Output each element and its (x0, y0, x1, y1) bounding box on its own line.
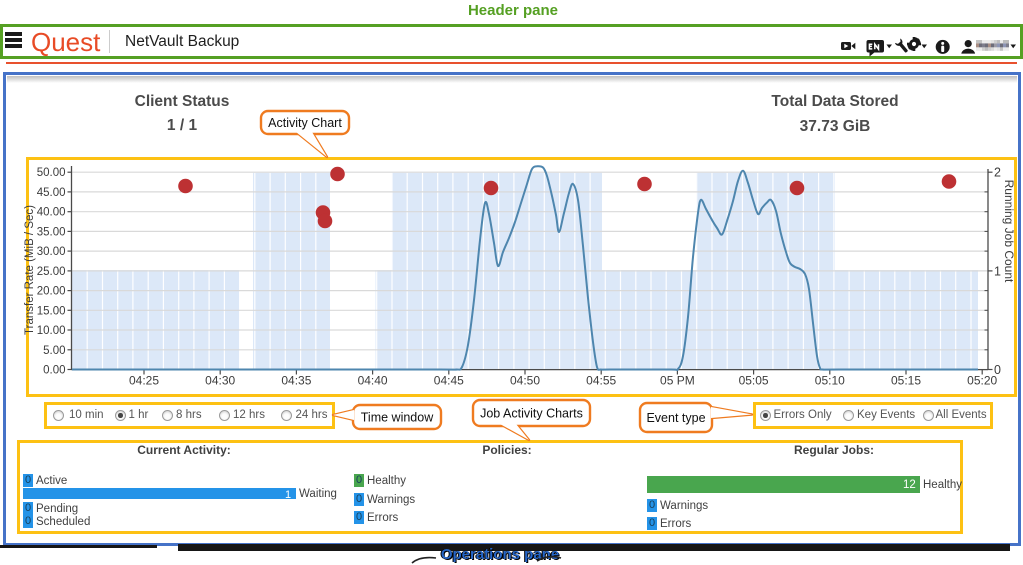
svg-text:04:30: 04:30 (205, 374, 235, 388)
svg-text:04:45: 04:45 (434, 374, 464, 388)
svg-text:04:25: 04:25 (129, 374, 159, 388)
svg-text:Activity Chart: Activity Chart (268, 116, 342, 130)
svg-text:35.00: 35.00 (37, 226, 66, 238)
svg-text:50.00: 50.00 (37, 167, 66, 179)
svg-text:05:15: 05:15 (891, 374, 921, 388)
svg-text:04:40: 04:40 (358, 374, 388, 388)
svg-text:05:20: 05:20 (967, 374, 997, 388)
svg-text:40.00: 40.00 (37, 207, 66, 219)
svg-text:04:50: 04:50 (510, 374, 540, 388)
svg-text:04:35: 04:35 (281, 374, 311, 388)
svg-text:25.00: 25.00 (37, 266, 66, 278)
svg-text:30.00: 30.00 (37, 246, 66, 258)
svg-text:04:55: 04:55 (586, 374, 616, 388)
svg-text:0: 0 (994, 363, 1001, 377)
svg-text:Running Job Count: Running Job Count (1002, 180, 1016, 283)
svg-text:Event type: Event type (646, 411, 705, 425)
svg-text:Time window: Time window (361, 411, 434, 425)
svg-text:Job Activity Charts: Job Activity Charts (480, 407, 583, 421)
svg-text:1: 1 (994, 264, 1001, 278)
svg-text:0.00: 0.00 (43, 365, 65, 377)
svg-text:05:10: 05:10 (815, 374, 845, 388)
svg-text:45.00: 45.00 (37, 187, 66, 199)
svg-text:05:05: 05:05 (739, 374, 769, 388)
svg-text:10.00: 10.00 (37, 325, 66, 337)
svg-text:15.00: 15.00 (37, 305, 66, 317)
svg-text:2: 2 (994, 166, 1001, 180)
svg-text:Transfer Rate (MiB / Sec): Transfer Rate (MiB / Sec) (24, 205, 36, 335)
svg-text:05 PM: 05 PM (660, 374, 695, 388)
svg-text:5.00: 5.00 (43, 345, 65, 357)
svg-text:20.00: 20.00 (37, 286, 66, 298)
